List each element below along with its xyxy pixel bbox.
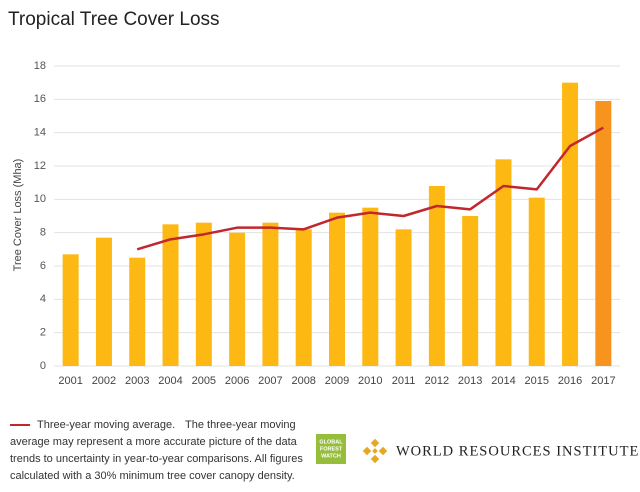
bar xyxy=(129,257,146,366)
bar xyxy=(462,216,479,366)
x-tick-label: 2007 xyxy=(258,375,282,387)
y-tick-label: 2 xyxy=(40,327,46,339)
x-tick-label: 2016 xyxy=(558,375,582,387)
note-text: The three-year moving xyxy=(185,419,296,431)
y-tick-label: 18 xyxy=(34,60,46,72)
bar xyxy=(162,224,179,366)
y-tick-label: 8 xyxy=(40,227,46,239)
x-tick-label: 2013 xyxy=(458,375,482,387)
x-tick-label: 2005 xyxy=(192,375,216,387)
bar xyxy=(62,254,79,366)
bar xyxy=(362,207,379,366)
bar xyxy=(295,229,312,366)
x-tick-label: 2017 xyxy=(591,375,615,387)
gfw-logo xyxy=(316,434,346,464)
y-tick-label: 14 xyxy=(34,127,46,139)
bar xyxy=(95,237,112,366)
x-tick-label: 2012 xyxy=(425,375,449,387)
wri-icon xyxy=(362,438,388,464)
y-tick-label: 0 xyxy=(40,360,46,372)
x-tick-label: 2009 xyxy=(325,375,349,387)
note-text: trends to uncertainty in year-to-year co… xyxy=(10,453,303,465)
legend-label: Three-year moving average. xyxy=(37,419,175,431)
bar xyxy=(428,186,445,366)
x-tick-label: 2008 xyxy=(291,375,315,387)
x-tick-label: 2011 xyxy=(392,375,416,387)
bar xyxy=(562,82,579,367)
y-tick-label: 6 xyxy=(40,260,46,272)
gfw-logo-text: GLOBAL xyxy=(319,439,343,445)
note-text: average may represent a more accurate pi… xyxy=(10,436,298,448)
y-tick-label: 10 xyxy=(34,193,46,205)
x-tick-label: 2004 xyxy=(158,375,182,387)
x-tick-label: 2014 xyxy=(491,375,515,387)
bar xyxy=(595,101,612,366)
bar xyxy=(528,197,545,366)
x-tick-label: 2010 xyxy=(358,375,382,387)
bar xyxy=(195,222,212,366)
x-tick-label: 2015 xyxy=(525,375,549,387)
wri-logo-text: WORLD RESOURCES INSTITUTE xyxy=(396,443,639,459)
x-tick-label: 2002 xyxy=(92,375,116,387)
y-tick-label: 12 xyxy=(34,160,46,172)
y-axis-label: Tree Cover Loss (Mha) xyxy=(12,159,24,272)
x-tick-label: 2006 xyxy=(225,375,249,387)
bar xyxy=(329,212,345,366)
bar xyxy=(229,232,246,366)
bar xyxy=(395,229,412,366)
y-tick-label: 4 xyxy=(40,293,46,305)
y-tick-label: 16 xyxy=(34,93,46,105)
bar xyxy=(495,159,512,366)
x-tick-label: 2003 xyxy=(125,375,149,387)
x-tick-label: 2001 xyxy=(58,375,82,387)
gfw-logo-text: FOREST xyxy=(320,446,343,452)
gfw-logo-text: WATCH xyxy=(321,453,341,459)
moving-average-line xyxy=(136,126,604,251)
note-text: calculated with a 30% minimum tree cover… xyxy=(10,470,295,482)
chart-title: Tropical Tree Cover Loss xyxy=(8,9,220,30)
bar xyxy=(262,222,279,366)
